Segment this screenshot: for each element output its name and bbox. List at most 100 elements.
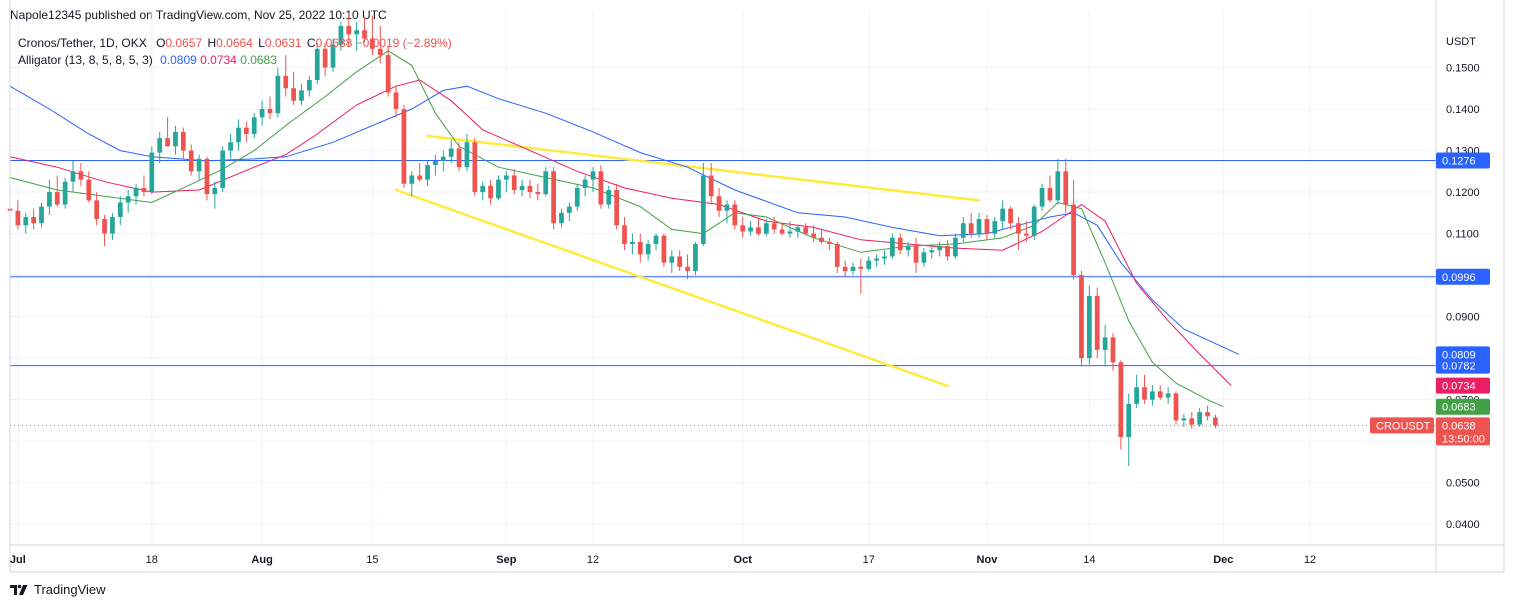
candle-body: [905, 246, 911, 251]
candle-body: [661, 235, 667, 263]
candle-body: [976, 219, 982, 234]
candle: [567, 202, 572, 222]
candle: [417, 163, 423, 182]
teeth-price-tag-bg: [1436, 377, 1490, 394]
candle: [763, 219, 769, 236]
candle: [503, 171, 509, 193]
candle-body: [496, 179, 501, 199]
candle: [1016, 216, 1021, 251]
candle-body: [1189, 418, 1195, 425]
candle-body: [559, 212, 564, 224]
candle: [787, 221, 793, 238]
candle: [165, 117, 170, 147]
candle: [677, 250, 683, 271]
candle-body: [968, 223, 974, 234]
candle: [212, 181, 218, 209]
candle-body: [1016, 223, 1021, 234]
candle: [1102, 324, 1108, 367]
symbol-tag: CROUSDT: [1370, 417, 1434, 434]
candle-body: [275, 75, 281, 114]
candle-body: [62, 181, 68, 205]
candle-body: [47, 192, 52, 207]
candle: [1165, 387, 1171, 404]
candle: [149, 146, 155, 195]
candle-body: [291, 88, 296, 101]
candle-body: [488, 185, 493, 199]
candle: [433, 154, 438, 176]
candle: [31, 208, 36, 230]
candle-body: [890, 237, 895, 257]
candle: [1150, 385, 1155, 406]
candle: [173, 125, 178, 155]
candle-body: [811, 233, 816, 238]
candle: [960, 216, 966, 242]
close-value: 0.0638: [315, 36, 353, 50]
lips-value: 0.0683: [240, 53, 277, 67]
candle: [401, 104, 407, 188]
indicator-title: Alligator (13, 8, 5, 8, 5, 3): [18, 53, 153, 67]
footer-brand[interactable]: TradingView: [10, 582, 106, 597]
candle-body: [685, 266, 690, 271]
candle: [811, 225, 816, 242]
symbol-tag-bg: [1370, 417, 1434, 434]
candle: [953, 233, 958, 259]
open-key: O: [156, 36, 166, 50]
candle: [535, 183, 541, 201]
candle: [756, 219, 761, 236]
indicator-legend: Alligator (13, 8, 5, 8, 5, 3) 0.0809 0.0…: [18, 53, 277, 67]
candle-body: [110, 216, 115, 234]
candle-body: [503, 175, 509, 180]
candle: [133, 183, 139, 205]
candle: [968, 212, 974, 238]
time-tick-label: Aug: [251, 554, 272, 566]
candle-body: [779, 229, 785, 234]
candle-body: [653, 235, 659, 244]
candle: [370, 15, 375, 56]
candle: [1173, 391, 1179, 425]
candle-body: [94, 200, 100, 220]
candle-body: [1157, 391, 1163, 398]
time-tick-label: 14: [1083, 554, 1095, 566]
time-tick-label: Sep: [496, 554, 516, 566]
chart-grid: [10, 10, 1436, 545]
alligator-jaw-line: [9, 85, 1240, 355]
candle-body: [307, 79, 312, 91]
candle-body: [1126, 403, 1132, 438]
candle-body: [456, 148, 462, 168]
candle: [425, 160, 430, 186]
candle: [1047, 175, 1053, 203]
candle: [362, 17, 367, 43]
low-key: L: [258, 36, 265, 50]
candle: [188, 144, 194, 176]
candle-body: [1142, 387, 1147, 400]
price-tick-label: 0.1500: [1446, 63, 1480, 75]
candle-body: [125, 196, 131, 203]
candle-body: [23, 216, 29, 226]
jaw-price-tag-bg: [1436, 346, 1490, 363]
candle-body: [1118, 362, 1124, 438]
alligator-indicator: [9, 50, 1240, 408]
candle-body: [543, 171, 549, 195]
candle-body: [330, 44, 336, 68]
candle-body: [480, 185, 486, 193]
candle: [897, 233, 903, 255]
candle: [669, 250, 675, 274]
candle: [228, 133, 233, 159]
candle: [976, 212, 982, 238]
candle-body: [1047, 187, 1053, 201]
candle-body: [346, 26, 352, 35]
candle-body: [677, 256, 683, 267]
candle: [180, 127, 186, 159]
candle: [582, 175, 588, 197]
candle: [819, 229, 824, 244]
candle: [141, 175, 147, 197]
candle-body: [519, 185, 525, 191]
candle: [866, 256, 872, 271]
candle-body: [614, 190, 620, 226]
candle-body: [464, 142, 470, 168]
candle: [440, 150, 446, 172]
candle-body: [756, 227, 761, 234]
candle: [1205, 405, 1210, 421]
candle: [259, 100, 265, 126]
